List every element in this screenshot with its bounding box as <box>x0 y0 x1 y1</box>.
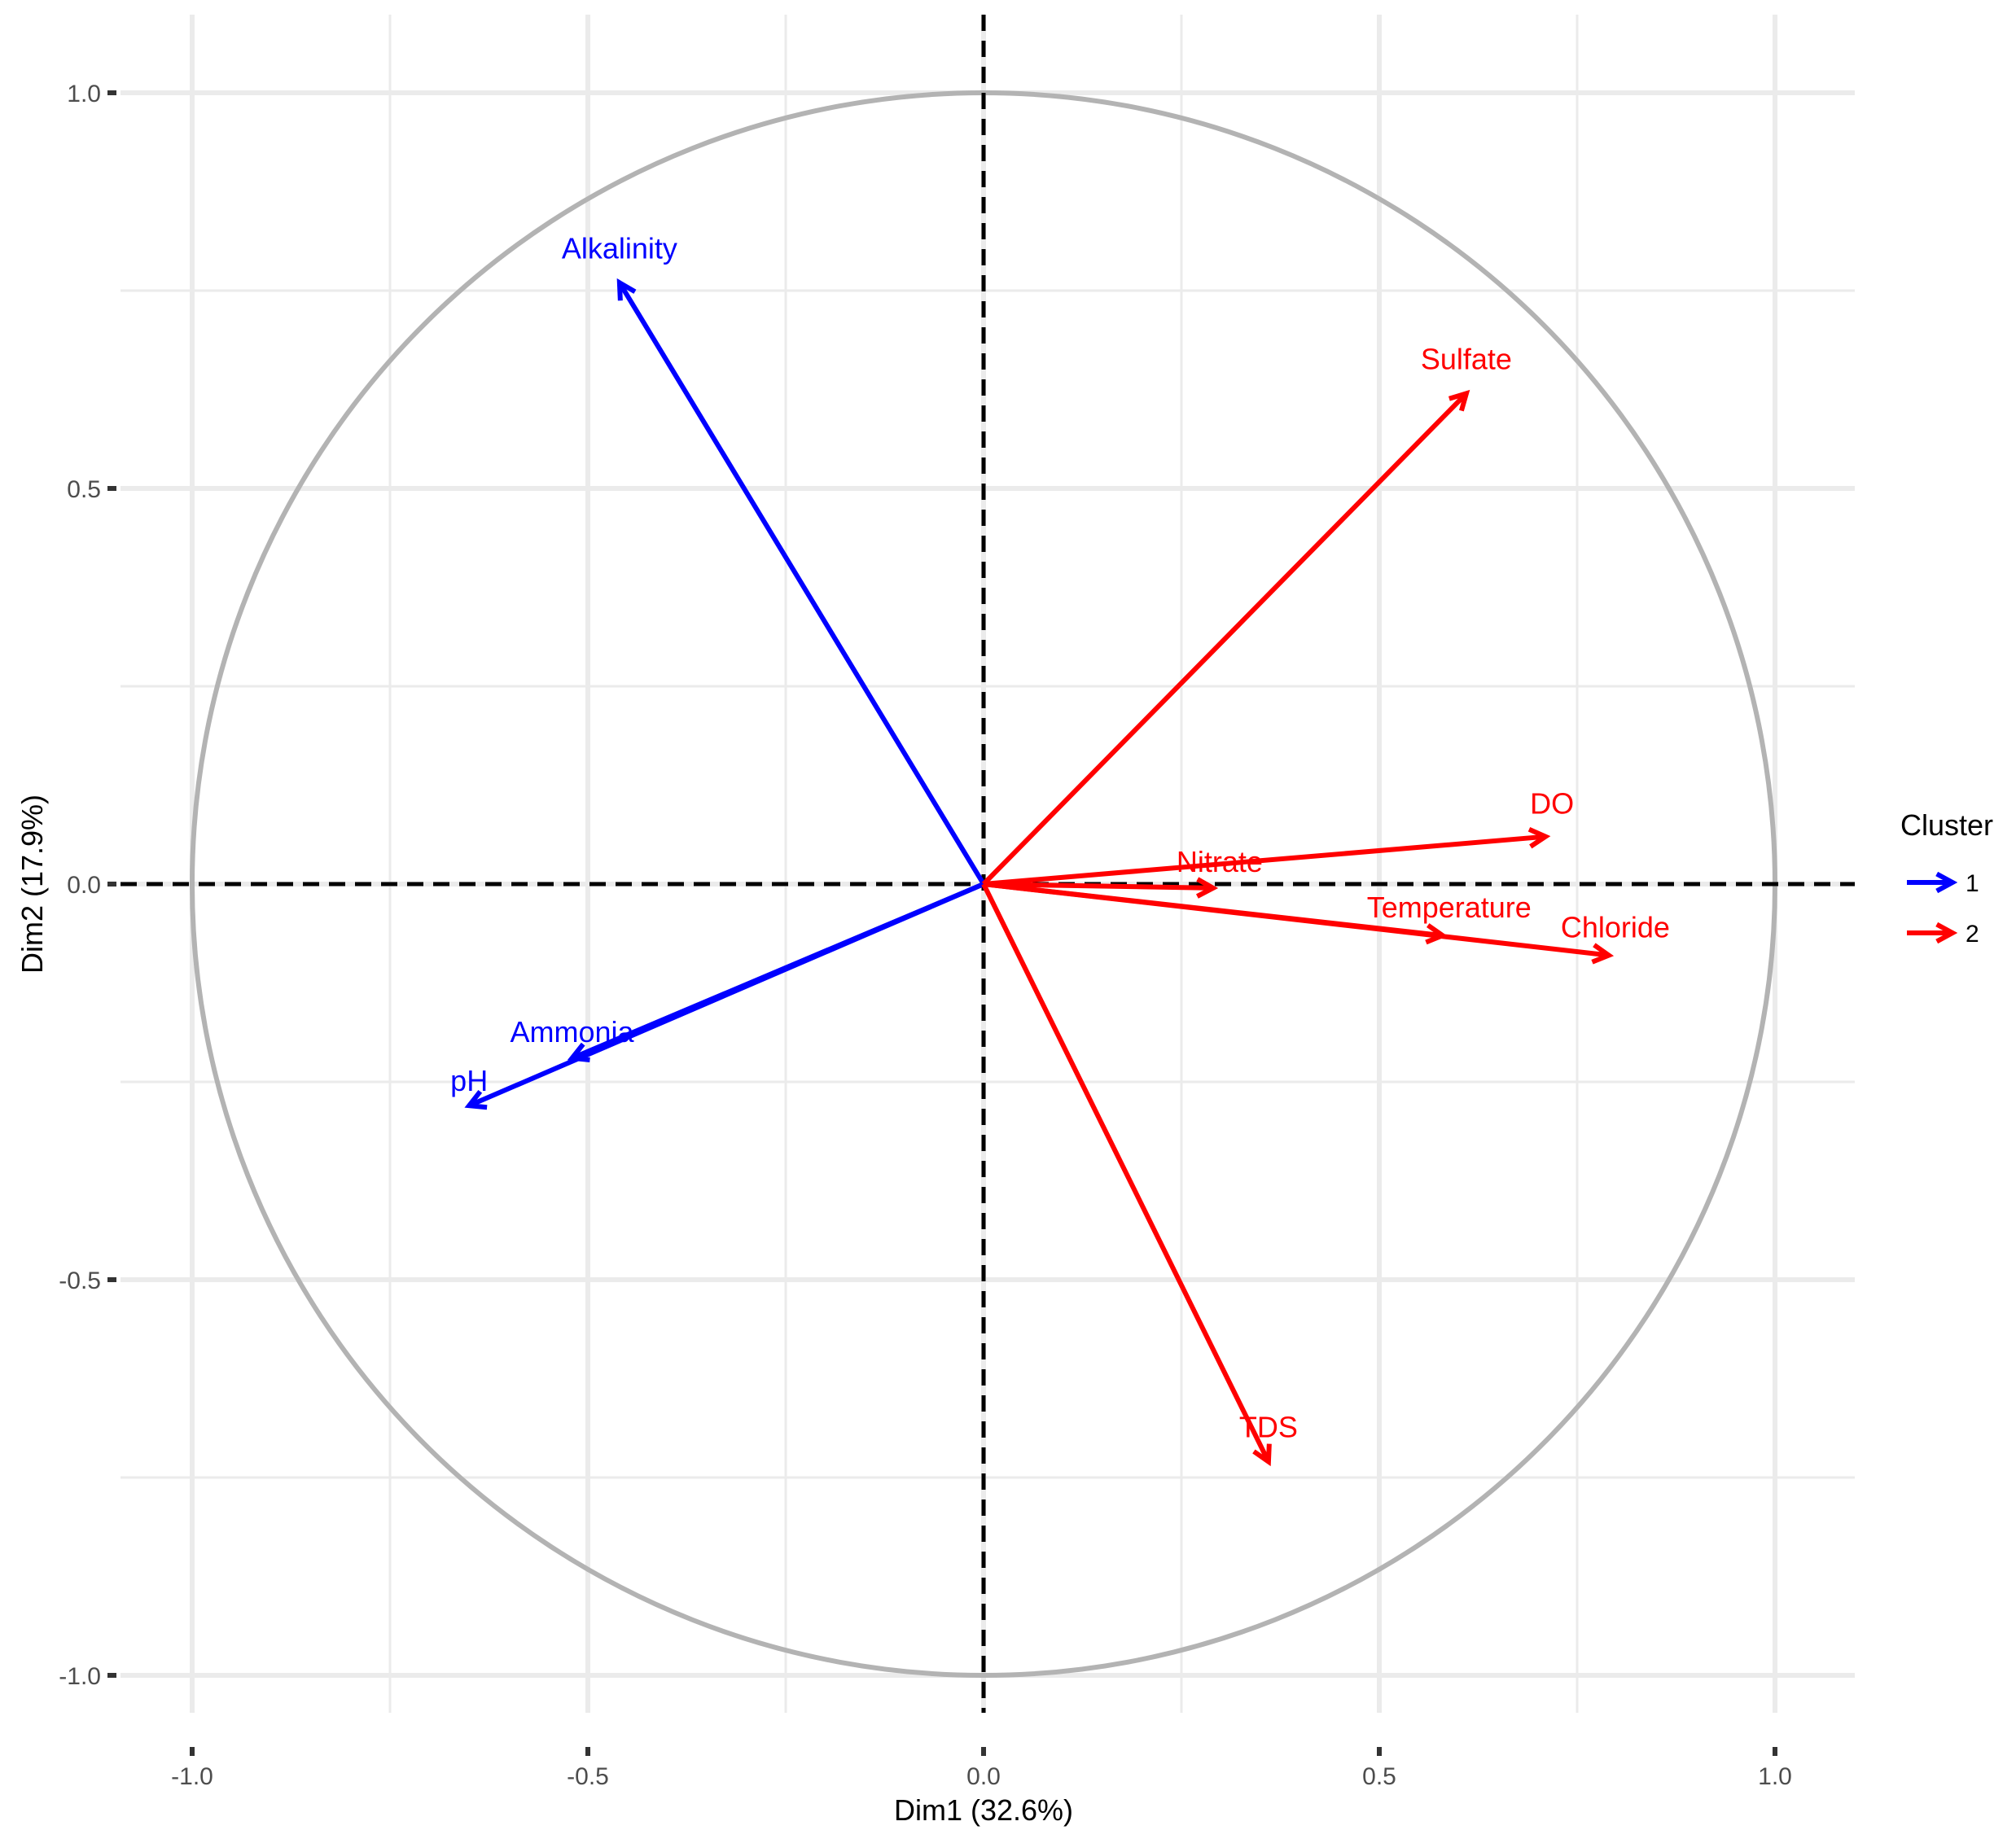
legend-key-1-arrowhead <box>1935 871 1958 894</box>
x-tick-label: 1.0 <box>1758 1763 1792 1790</box>
x-axis-ticks: -1.0 -0.5 0.0 0.5 1.0 <box>171 1747 1792 1790</box>
vector-alkalinity-arrowhead <box>616 278 637 301</box>
vector-sulfate <box>981 392 1469 887</box>
legend: Cluster 12 <box>1900 808 1993 948</box>
x-tick-label: -1.0 <box>171 1763 213 1790</box>
grid-major <box>121 15 1855 1713</box>
variable-vectors <box>464 278 1615 1467</box>
legend-key-2-arrowhead <box>1935 922 1958 944</box>
vector-ph <box>468 882 985 1108</box>
x-tick-label: 0.0 <box>966 1763 1001 1790</box>
vector-nitrate <box>983 882 1213 891</box>
vector-ph-arrowhead <box>464 1089 488 1110</box>
vector-chloride-arrowhead <box>1591 943 1615 965</box>
label-ph: pH <box>450 1064 488 1097</box>
vector-sulfate-arrowhead <box>1448 389 1470 412</box>
vector-tds-arrowhead <box>1252 1443 1272 1467</box>
x-tick-label: -0.5 <box>567 1763 609 1790</box>
legend-entries: 12 <box>1907 870 1979 948</box>
vector-chloride <box>983 882 1610 958</box>
y-tick-label: 1.0 <box>67 81 101 107</box>
y-axis-title: Dim2 (17.9%) <box>15 795 49 974</box>
y-tick-label: 0.0 <box>67 872 101 899</box>
y-tick-label: 0.5 <box>67 476 101 503</box>
label-ammonia: Ammonia <box>511 1015 635 1049</box>
legend-title: Cluster <box>1900 808 1993 842</box>
y-tick-label: -0.5 <box>59 1267 101 1294</box>
variable-labels: Alkalinity Ammonia pH Sulfate DO Nitrate Tempe… <box>450 231 1670 1443</box>
y-axis-ticks: -1.0 -0.5 0.0 0.5 1.0 <box>59 81 116 1690</box>
vector-nitrate-arrowhead <box>1195 877 1219 899</box>
legend-label-2: 2 <box>1966 921 1979 948</box>
label-chloride: Chloride <box>1561 910 1670 943</box>
legend-label-1: 1 <box>1966 870 1979 897</box>
label-alkalinity: Alkalinity <box>562 231 677 265</box>
label-temperature: Temperature <box>1367 891 1532 924</box>
vector-alkalinity <box>617 281 986 886</box>
y-tick-label: -1.0 <box>59 1663 101 1690</box>
x-tick-label: 0.5 <box>1362 1763 1396 1790</box>
x-axis-title: Dim1 (32.6%) <box>894 1793 1073 1827</box>
label-do: DO <box>1530 787 1574 821</box>
label-nitrate: Nitrate <box>1177 845 1263 878</box>
label-sulfate: Sulfate <box>1421 342 1512 375</box>
vector-do-arrowhead <box>1527 827 1551 849</box>
grid-minor <box>121 15 1855 1713</box>
label-tds: TDS <box>1239 1411 1298 1444</box>
vector-ammonia-arrowhead <box>567 1042 590 1063</box>
vector-tds <box>981 882 1271 1463</box>
vector-do <box>983 834 1546 887</box>
